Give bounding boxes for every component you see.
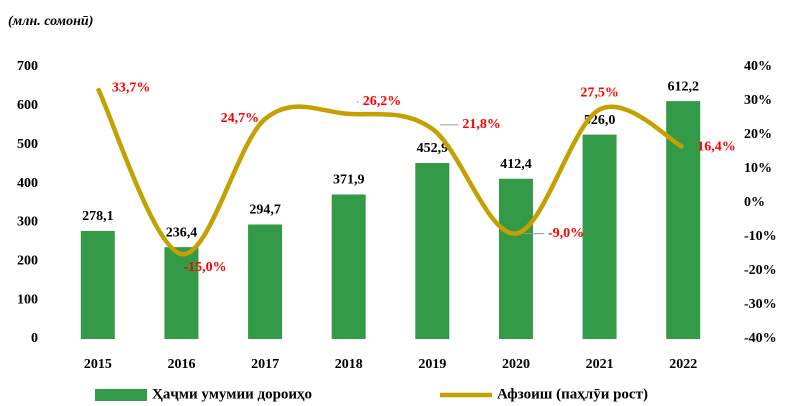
growth-line — [95, 87, 685, 257]
x-tick-label: 2022 — [669, 357, 697, 372]
y-tick-label: 600 — [17, 98, 38, 113]
y-tick-label: 200 — [17, 254, 38, 269]
legend-label: Ҳаҷми умумии дороиҳо — [152, 386, 312, 402]
line-value-label: -15,0% — [183, 260, 226, 275]
line-value-label: -9,0% — [548, 226, 584, 241]
bar-value-label: 412,4 — [500, 157, 532, 172]
legend-swatch — [95, 389, 147, 401]
bar — [498, 178, 533, 339]
bar-value-label: 452,9 — [417, 141, 449, 156]
y-tick-label: 300 — [17, 215, 38, 230]
x-tick-label: 2018 — [335, 357, 363, 372]
y2-tick-label: -30% — [744, 297, 777, 312]
line-value-label: 26,2% — [363, 94, 402, 109]
x-tick-label: 2020 — [502, 357, 530, 372]
bar — [415, 163, 450, 339]
bar-value-label: 371,9 — [333, 173, 365, 188]
y2-tick-label: 20% — [744, 127, 772, 142]
y2-tick-label: 0% — [744, 195, 765, 210]
x-tick-label: 2015 — [84, 357, 112, 372]
bar — [248, 224, 283, 339]
x-tick-label: 2017 — [251, 357, 279, 372]
y-tick-label: 700 — [17, 59, 38, 74]
bar — [80, 230, 115, 339]
bar — [164, 247, 199, 339]
y2-tick-label: -10% — [744, 229, 777, 244]
y-tick-label: 100 — [17, 292, 38, 307]
bar-value-label: 278,1 — [82, 209, 114, 224]
bar-value-label: 612,2 — [667, 79, 699, 94]
line-value-label: 16,4% — [697, 139, 736, 154]
y-tick-label: 500 — [17, 137, 38, 152]
y-tick-label: 0 — [31, 331, 38, 346]
line-value-label: 27,5% — [580, 86, 619, 101]
y-tick-label: 400 — [17, 176, 38, 191]
bar — [331, 194, 366, 339]
y2-tick-label: -40% — [744, 331, 777, 346]
y2-tick-label: -20% — [744, 263, 777, 278]
line-value-label: 24,7% — [221, 111, 260, 126]
line-value-label: 21,8% — [462, 117, 501, 132]
x-tick-label: 2016 — [167, 357, 195, 372]
unit-note: (млн. сомонӣ) — [8, 14, 93, 29]
bar — [582, 134, 617, 339]
y2-tick-label: 30% — [744, 93, 772, 108]
line-value-label: 33,7% — [112, 81, 151, 96]
legend-label: Афзоиш (паҳлӯи рост) — [497, 386, 648, 402]
bar-value-label: 236,4 — [166, 225, 198, 240]
y2-tick-label: 10% — [744, 161, 772, 176]
x-tick-label: 2021 — [586, 357, 614, 372]
bar-value-label: 294,7 — [249, 203, 281, 218]
x-tick-label: 2019 — [418, 357, 446, 372]
y2-tick-label: 40% — [744, 59, 772, 74]
